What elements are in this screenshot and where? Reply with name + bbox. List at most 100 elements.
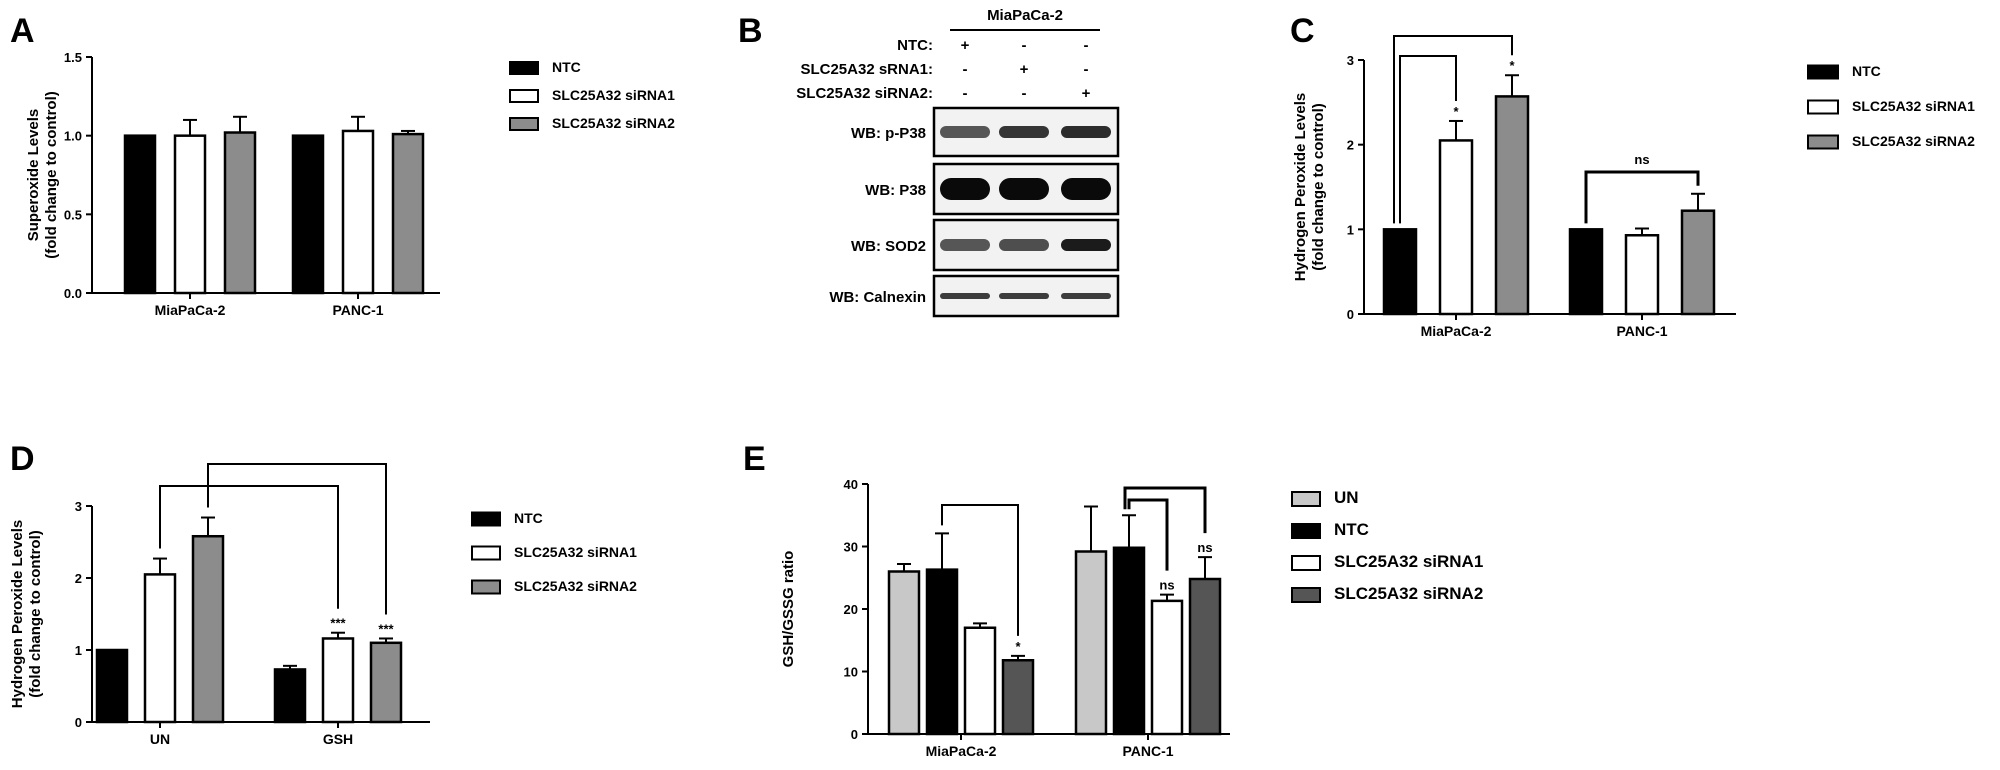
legend-label: SLC25A32 siRNA1	[1852, 98, 1975, 114]
significance-bracket	[941, 504, 1019, 636]
bar-slc25a32-sirna1	[1150, 599, 1184, 736]
bar-slc25a32-sirna1	[963, 626, 997, 736]
condition-mark: +	[1020, 61, 1029, 78]
condition-label: NTC:	[897, 37, 933, 54]
bar-un	[1074, 550, 1108, 736]
bar-slc25a32-sirna2	[1680, 209, 1716, 316]
blot-label: WB: SOD2	[851, 238, 926, 255]
bar-ntc	[1112, 546, 1146, 736]
legend-swatch	[509, 89, 539, 103]
blot-band	[999, 293, 1049, 299]
legend-swatch	[471, 511, 501, 527]
y-axis-label-line: GSH/GSSG ratio	[780, 551, 797, 668]
bar-slc25a32-sirna1	[1624, 234, 1660, 316]
legend-label: NTC	[552, 59, 581, 75]
bar-ntc	[925, 568, 959, 736]
panel-c: C 0 1 2 3 Hydrogen Peroxide Levels(fold chang…	[1290, 12, 1975, 339]
condition-mark: +	[961, 37, 970, 54]
legend-swatch	[1291, 555, 1321, 571]
bar-un	[887, 570, 921, 736]
condition-mark: -	[1084, 61, 1089, 78]
y-axis-label-line: Hydrogen Peroxide Levels	[1292, 93, 1309, 281]
legend-swatch	[1807, 99, 1839, 115]
blot-band	[940, 126, 990, 138]
bar-slc25a32-sirna2	[1188, 577, 1222, 736]
x-tick-label: PANC-1	[1616, 323, 1667, 339]
legend-label: UN	[1334, 488, 1359, 507]
y-tick-label: 3	[1347, 53, 1354, 68]
y-tick-label: 30	[844, 540, 858, 555]
legend-swatch	[1291, 523, 1321, 539]
condition-label: SLC25A32 siRNA2:	[796, 85, 933, 102]
condition-mark: -	[1022, 37, 1027, 54]
significance-label: ns	[1634, 152, 1649, 167]
blot-band	[940, 293, 990, 299]
bar-slc25a32-sirna2	[223, 131, 257, 295]
y-tick-label: 1.0	[64, 129, 82, 144]
bar-slc25a32-sirna2	[369, 641, 403, 724]
x-tick-label: PANC-1	[1122, 743, 1173, 759]
y-axis-label: Hydrogen Peroxide Levels(fold change to …	[9, 520, 44, 708]
y-tick-label: 20	[844, 602, 858, 617]
significance-bracket	[207, 463, 387, 615]
legend-label: SLC25A32 siRNA1	[514, 544, 637, 560]
significance-bracket	[1123, 486, 1207, 534]
blot-band	[1061, 126, 1111, 138]
bar-slc25a32-sirna1	[143, 573, 177, 724]
legend-label: SLC25A32 siRNA1	[1334, 552, 1483, 571]
y-tick-label: 2	[75, 571, 82, 586]
legend-label: SLC25A32 siRNA2	[1334, 584, 1483, 603]
blot-band	[999, 239, 1049, 251]
legend-swatch	[1807, 64, 1839, 80]
y-axis-label: GSH/GSSG ratio	[780, 551, 797, 668]
condition-mark: -	[963, 61, 968, 78]
x-tick-label: GSH	[323, 731, 353, 747]
significance-label: ns	[1159, 578, 1174, 593]
x-tick-label: PANC-1	[332, 302, 383, 318]
cell-line-label: MiaPaCa-2	[987, 7, 1063, 24]
condition-mark: +	[1082, 85, 1091, 102]
bar-ntc	[273, 668, 307, 724]
legend-label: SLC25A32 siRNA2	[1852, 133, 1975, 149]
legend-label: NTC	[514, 510, 543, 526]
bar-slc25a32-sirna2	[191, 534, 225, 724]
significance-label: *	[1509, 58, 1515, 73]
legend-swatch	[1807, 134, 1839, 150]
significance-bracket	[159, 485, 339, 609]
x-tick-label: UN	[150, 731, 170, 747]
panel-letter: E	[743, 440, 766, 478]
significance-label: ***	[378, 621, 394, 636]
bar-ntc	[1382, 228, 1418, 316]
bar-ntc	[1568, 228, 1604, 316]
condition-mark: -	[1022, 85, 1027, 102]
y-tick-label: 0	[851, 727, 858, 742]
blot-band	[1061, 239, 1111, 251]
y-tick-label: 0	[1347, 307, 1354, 322]
bar-slc25a32-sirna1	[341, 129, 375, 295]
significance-label: *	[1453, 104, 1459, 119]
bar-ntc	[95, 648, 129, 724]
bar-slc25a32-sirna1	[321, 637, 355, 724]
significance-bracket	[1399, 55, 1457, 224]
y-tick-label: 3	[75, 499, 82, 514]
y-tick-label: 2	[1347, 138, 1354, 153]
legend-swatch	[509, 61, 539, 75]
bar-slc25a32-sirna2	[391, 132, 425, 295]
legend-label: NTC	[1334, 520, 1369, 539]
legend-swatch	[509, 117, 539, 131]
blot-label: WB: Calnexin	[829, 289, 926, 306]
significance-bracket	[1393, 35, 1513, 224]
blot-label: WB: p-P38	[851, 125, 926, 142]
blot-band	[940, 239, 990, 251]
legend-label: NTC	[1852, 63, 1881, 79]
panel-letter: C	[1290, 12, 1315, 50]
bar-slc25a32-sirna2	[1494, 95, 1530, 316]
y-axis-label: Hydrogen Peroxide Levels(fold change to …	[1292, 93, 1327, 281]
panel-d: D 0 1 2 3 Hydrogen Peroxide Levels(fold chang…	[9, 440, 637, 747]
bar-slc25a32-sirna1	[173, 134, 207, 295]
y-tick-label: 1	[1347, 222, 1354, 237]
significance-bracket	[1127, 498, 1169, 571]
blot-band	[1061, 293, 1111, 299]
condition-label: SLC25A32 sRNA1:	[800, 61, 933, 78]
